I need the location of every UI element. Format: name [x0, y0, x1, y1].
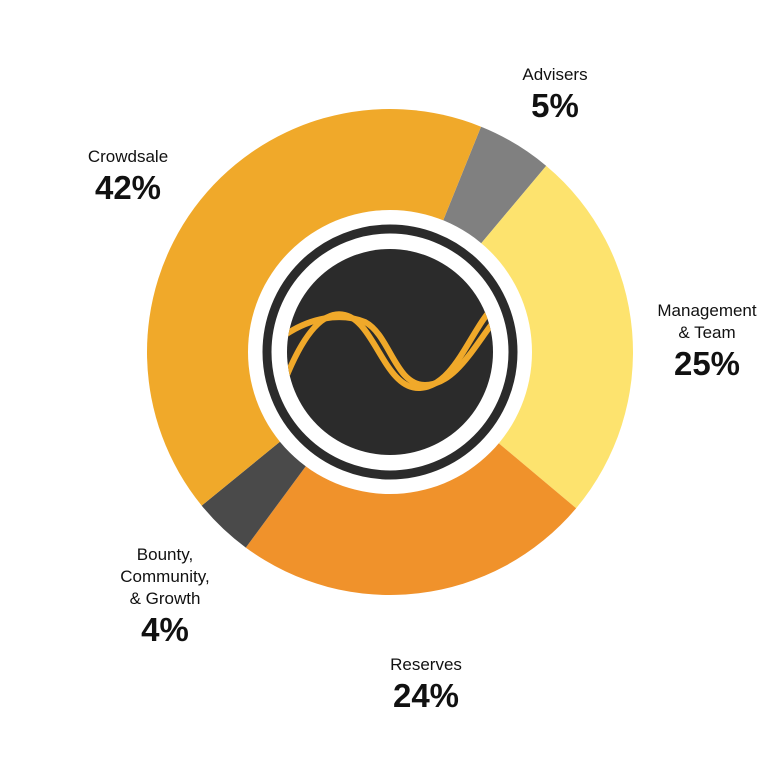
slice-label: Advisers 5% — [522, 64, 587, 126]
category-label: Crowdsale — [87, 147, 169, 166]
logo-wave — [287, 302, 493, 392]
value-label: 24% — [392, 677, 460, 714]
logo-ring — [262, 224, 518, 480]
category-label: Advisers — [522, 65, 588, 84]
logo-wave — [287, 314, 493, 389]
value-label: 25% — [673, 345, 741, 382]
value-label: 42% — [94, 169, 162, 206]
slice-label: Management & Team 25% — [657, 300, 756, 384]
category-label: Management & Team — [657, 301, 757, 342]
value-label: 4% — [141, 611, 189, 648]
value-label: 5% — [531, 87, 579, 124]
logo-waves — [287, 302, 493, 392]
category-label: Reserves — [390, 655, 462, 674]
slice-label: Crowdsale 42% — [88, 146, 168, 208]
slice-label: Bounty, Community, & Growth 4% — [120, 544, 209, 650]
category-label: Bounty, Community, & Growth — [120, 545, 210, 608]
slice-label: Reserves 24% — [390, 654, 462, 716]
